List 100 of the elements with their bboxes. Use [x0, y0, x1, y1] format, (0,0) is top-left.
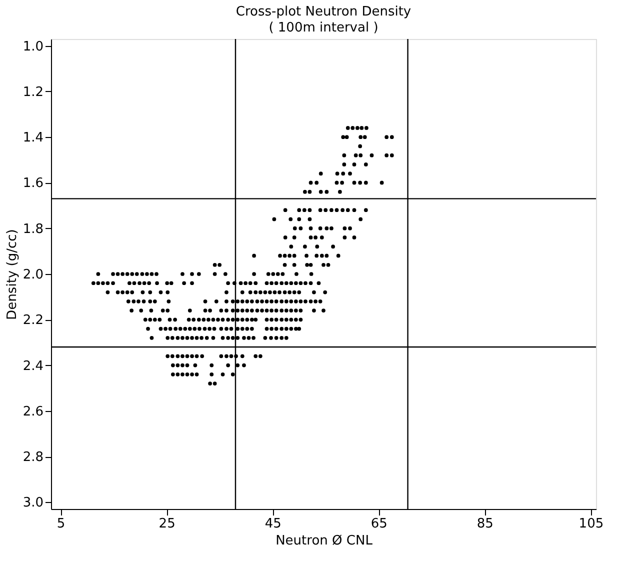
point [362, 135, 367, 140]
point [220, 372, 225, 376]
y-tick-label: 1.8 [22, 222, 44, 237]
point [116, 290, 120, 294]
point [236, 299, 240, 304]
point [308, 180, 313, 185]
point [138, 281, 142, 286]
point [226, 336, 230, 340]
point [324, 208, 328, 212]
point [260, 308, 264, 312]
point [164, 326, 168, 331]
point [152, 299, 157, 304]
point [292, 254, 296, 258]
point [236, 326, 240, 331]
point [292, 290, 296, 294]
point [364, 208, 368, 212]
point [106, 281, 110, 286]
point [180, 354, 184, 358]
point [304, 254, 308, 258]
point [182, 281, 186, 286]
point [280, 272, 285, 276]
point [315, 244, 320, 249]
point [245, 308, 250, 312]
point [304, 299, 308, 304]
point [204, 336, 209, 340]
point [200, 336, 204, 340]
point [245, 299, 250, 304]
point [229, 326, 234, 331]
point [111, 281, 115, 286]
point [230, 308, 235, 312]
point [165, 281, 170, 286]
point [166, 290, 170, 294]
point [185, 354, 190, 358]
point [255, 299, 260, 304]
point [255, 308, 260, 312]
point [355, 126, 360, 130]
point [254, 281, 258, 286]
y-tick-label: 1.6 [22, 176, 44, 192]
point [304, 281, 308, 286]
point [212, 262, 217, 267]
y-tick-label: 2.4 [22, 358, 44, 374]
point [128, 281, 132, 286]
point [170, 336, 174, 340]
point [248, 290, 252, 294]
point [246, 336, 251, 340]
point [272, 217, 276, 222]
point [230, 372, 235, 376]
point [390, 135, 394, 140]
point [224, 326, 228, 331]
point [289, 318, 294, 322]
chart-subtitle: ( 100m interval ) [268, 20, 378, 36]
point [348, 226, 352, 230]
point [308, 299, 313, 304]
point [142, 299, 146, 304]
point [318, 190, 323, 194]
y-tick-label: 1.0 [22, 39, 44, 54]
point [360, 126, 364, 130]
point [324, 254, 329, 258]
point [288, 290, 292, 294]
point [320, 236, 324, 240]
point [230, 318, 235, 322]
point [116, 272, 120, 276]
point [252, 254, 256, 258]
point [229, 354, 234, 358]
y-tick-label: 2.8 [22, 450, 44, 466]
point [370, 153, 374, 158]
point [208, 308, 212, 312]
point [283, 208, 288, 212]
point [348, 172, 352, 176]
point [344, 135, 349, 140]
point [289, 308, 294, 312]
point [314, 180, 319, 185]
point [358, 180, 362, 185]
point [350, 126, 355, 130]
point [263, 290, 268, 294]
point [308, 281, 313, 286]
point [106, 290, 110, 294]
point [214, 299, 218, 304]
point [125, 290, 130, 294]
point [192, 318, 196, 322]
point [147, 281, 152, 286]
point [120, 290, 125, 294]
point [168, 318, 172, 322]
point [280, 326, 284, 331]
point [230, 336, 235, 340]
point [178, 326, 182, 331]
point [226, 363, 230, 368]
x-tick-label: 45 [264, 516, 282, 532]
point [132, 299, 136, 304]
point [254, 318, 258, 322]
point [342, 236, 347, 240]
point [176, 354, 180, 358]
point [292, 226, 297, 230]
point [322, 262, 326, 267]
point [230, 299, 235, 304]
point [294, 272, 298, 276]
point [314, 254, 319, 258]
point [284, 299, 288, 304]
point [250, 318, 254, 322]
point [206, 318, 210, 322]
